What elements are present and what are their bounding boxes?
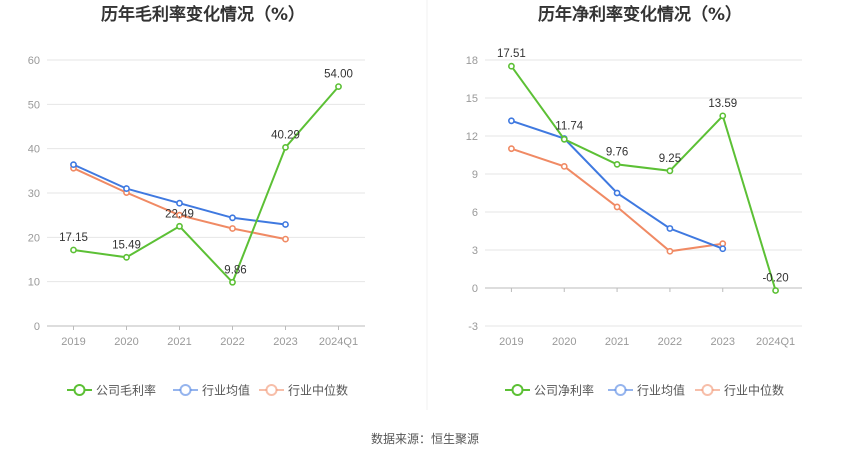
data-label: 17.15: [59, 232, 88, 244]
data-point-company: [613, 160, 621, 168]
data-point-industry_avg: [70, 161, 77, 169]
y-tick-label: 15: [466, 93, 478, 105]
data-point-company: [666, 167, 674, 175]
data-point-industry_avg: [176, 199, 183, 207]
legend-label: 行业均值: [202, 383, 250, 398]
y-tick-label: 9: [472, 169, 478, 181]
x-tick-label: 2024Q1: [756, 336, 795, 348]
legend-marker: [265, 384, 278, 396]
data-label: 9.86: [224, 264, 246, 276]
y-tick-label: 30: [28, 188, 40, 200]
source-note: 数据来源：恒生聚源: [371, 431, 479, 446]
data-label: 54.00: [324, 69, 353, 81]
x-tick-label: 2022: [220, 336, 244, 348]
data-label: 15.49: [112, 239, 141, 251]
data-point-industry_avg: [282, 221, 289, 228]
y-tick-label: -3: [468, 321, 478, 333]
x-tick-label: 2023: [711, 336, 735, 348]
legend-marker: [73, 384, 86, 396]
y-tick-label: 20: [28, 232, 40, 244]
x-tick-label: 2024Q1: [319, 336, 358, 348]
data-point-company: [560, 135, 568, 143]
legend-marker: [701, 384, 714, 396]
data-point-industry_median: [282, 235, 289, 243]
data-label: -0.20: [762, 273, 788, 285]
legend-item-company[interactable]: 公司毛利率: [67, 383, 156, 398]
legend-label: 行业中位数: [724, 383, 784, 398]
data-point-industry_median: [613, 203, 621, 211]
series-line-company: [510, 65, 777, 291]
x-tick-label: 2022: [658, 336, 682, 348]
legend-item-industry_avg[interactable]: 行业均值: [608, 383, 685, 398]
data-point-industry_avg: [508, 117, 515, 125]
y-tick-label: 6: [472, 207, 478, 219]
legend-label: 公司毛利率: [96, 383, 156, 398]
x-tick-label: 2019: [61, 336, 85, 348]
data-point-industry_median: [229, 225, 236, 232]
data-point-industry_median: [176, 211, 183, 219]
data-point-company: [229, 278, 236, 286]
data-point-company: [70, 246, 77, 254]
series-line-company: [73, 85, 340, 285]
data-label: 13.59: [708, 98, 737, 110]
y-tick-label: 18: [466, 55, 478, 67]
net-margin-chart: 历年净利率变化情况（%） -3 0 3 6 9 12 15 18 2019 2020 2021 2022…: [466, 4, 802, 398]
series-line-industry_avg: [511, 119, 724, 250]
data-point-company: [508, 62, 515, 70]
data-point-industry_avg: [123, 185, 130, 192]
y-tick-label: 0: [34, 321, 40, 333]
legend-label: 行业均值: [637, 383, 685, 398]
x-tick-label: 2020: [114, 336, 138, 348]
data-point-industry_avg: [719, 245, 727, 253]
data-point-industry_median: [508, 145, 515, 153]
y-tick-label: 3: [472, 245, 478, 257]
data-point-company: [719, 112, 727, 120]
data-point-company: [282, 143, 289, 151]
x-tick-label: 2020: [552, 336, 576, 348]
x-tick-label: 2019: [499, 336, 523, 348]
y-tick-label: 60: [28, 55, 40, 67]
data-point-company: [176, 222, 183, 230]
chart-title: 历年毛利率变化情况（%）: [101, 4, 305, 25]
legend-item-industry_median[interactable]: 行业中位数: [695, 383, 784, 398]
legend-label: 公司净利率: [534, 383, 594, 398]
y-tick-label: 40: [28, 144, 40, 156]
legend-marker: [179, 384, 192, 396]
data-label: 11.74: [555, 120, 584, 132]
y-tick-label: 50: [28, 99, 40, 111]
data-point-industry_median: [666, 247, 674, 255]
y-tick-label: 10: [28, 277, 40, 289]
y-tick-label: 12: [466, 131, 478, 143]
data-label: 17.51: [497, 48, 526, 60]
legend-item-industry_median[interactable]: 行业中位数: [259, 383, 348, 398]
gross-margin-chart: 历年毛利率变化情况（%） 0 10 20 30 40 50 60 2019 2020 2021 202…: [28, 4, 365, 398]
x-tick-label: 2021: [605, 336, 629, 348]
legend-label: 行业中位数: [288, 383, 348, 398]
data-point-company: [335, 83, 342, 90]
chart-title: 历年净利率变化情况（%）: [538, 4, 742, 25]
legend-item-industry_avg[interactable]: 行业均值: [173, 383, 250, 398]
data-label: 40.29: [271, 129, 300, 141]
x-tick-label: 2021: [167, 336, 191, 348]
legend-marker: [614, 384, 627, 396]
data-point-company: [123, 253, 130, 261]
y-tick-label: 0: [472, 283, 478, 295]
data-label: 9.76: [606, 146, 628, 158]
x-tick-label: 2023: [273, 336, 297, 348]
data-point-company: [772, 287, 779, 294]
data-point-industry_median: [560, 162, 568, 170]
legend-item-company[interactable]: 公司净利率: [505, 383, 594, 398]
data-point-industry_avg: [666, 225, 674, 232]
data-point-industry_avg: [229, 214, 236, 222]
data-label: 22.49: [165, 208, 194, 220]
data-label: 9.25: [659, 153, 681, 165]
legend-marker: [511, 384, 524, 396]
data-point-industry_avg: [613, 189, 621, 197]
